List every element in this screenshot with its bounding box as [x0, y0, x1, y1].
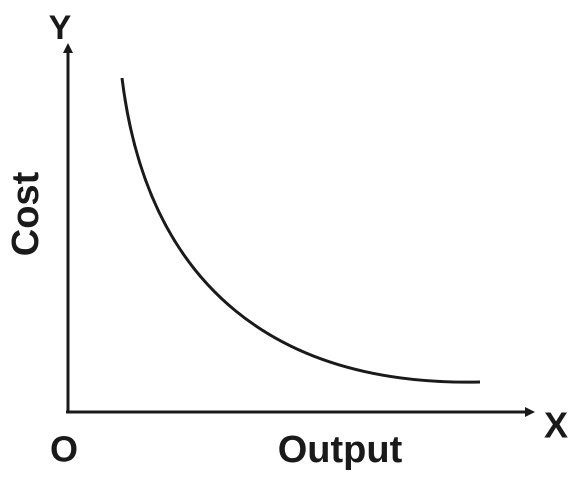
- origin-label: O: [50, 429, 78, 470]
- x-axis-title: Output: [278, 429, 403, 471]
- y-axis-label: Y: [49, 9, 72, 47]
- cost-curve: [120, 77, 481, 384]
- x-axis-label: X: [544, 405, 568, 446]
- y-axis-title: Cost: [5, 171, 47, 256]
